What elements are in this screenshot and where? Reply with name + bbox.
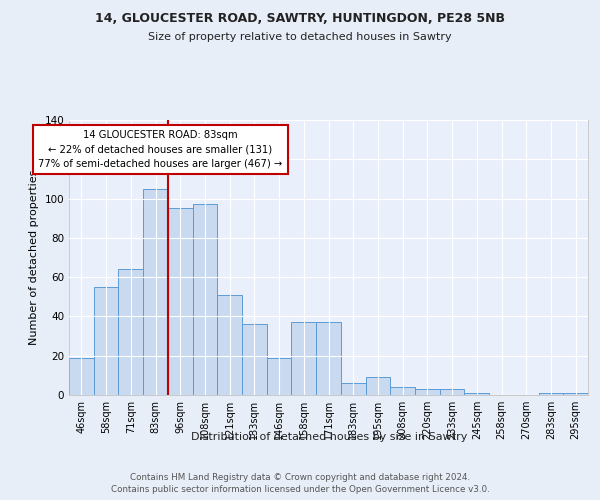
Bar [217, 295, 242, 395]
Bar [316, 322, 341, 395]
Bar [464, 393, 489, 395]
Bar [118, 270, 143, 395]
Bar [292, 322, 316, 395]
Bar [563, 393, 588, 395]
Bar [143, 188, 168, 395]
Text: 14, GLOUCESTER ROAD, SAWTRY, HUNTINGDON, PE28 5NB: 14, GLOUCESTER ROAD, SAWTRY, HUNTINGDON,… [95, 12, 505, 26]
Bar [193, 204, 217, 395]
Bar [390, 387, 415, 395]
Bar [341, 383, 365, 395]
Bar [267, 358, 292, 395]
Text: Distribution of detached houses by size in Sawtry: Distribution of detached houses by size … [191, 432, 467, 442]
Text: Contains HM Land Registry data © Crown copyright and database right 2024.
Contai: Contains HM Land Registry data © Crown c… [110, 472, 490, 494]
Text: 14 GLOUCESTER ROAD: 83sqm
← 22% of detached houses are smaller (131)
77% of semi: 14 GLOUCESTER ROAD: 83sqm ← 22% of detac… [38, 130, 283, 170]
Bar [539, 393, 563, 395]
Bar [69, 358, 94, 395]
Bar [415, 389, 440, 395]
Y-axis label: Number of detached properties: Number of detached properties [29, 170, 39, 345]
Bar [365, 378, 390, 395]
Bar [94, 287, 118, 395]
Text: Size of property relative to detached houses in Sawtry: Size of property relative to detached ho… [148, 32, 452, 42]
Bar [440, 389, 464, 395]
Bar [168, 208, 193, 395]
Bar [242, 324, 267, 395]
